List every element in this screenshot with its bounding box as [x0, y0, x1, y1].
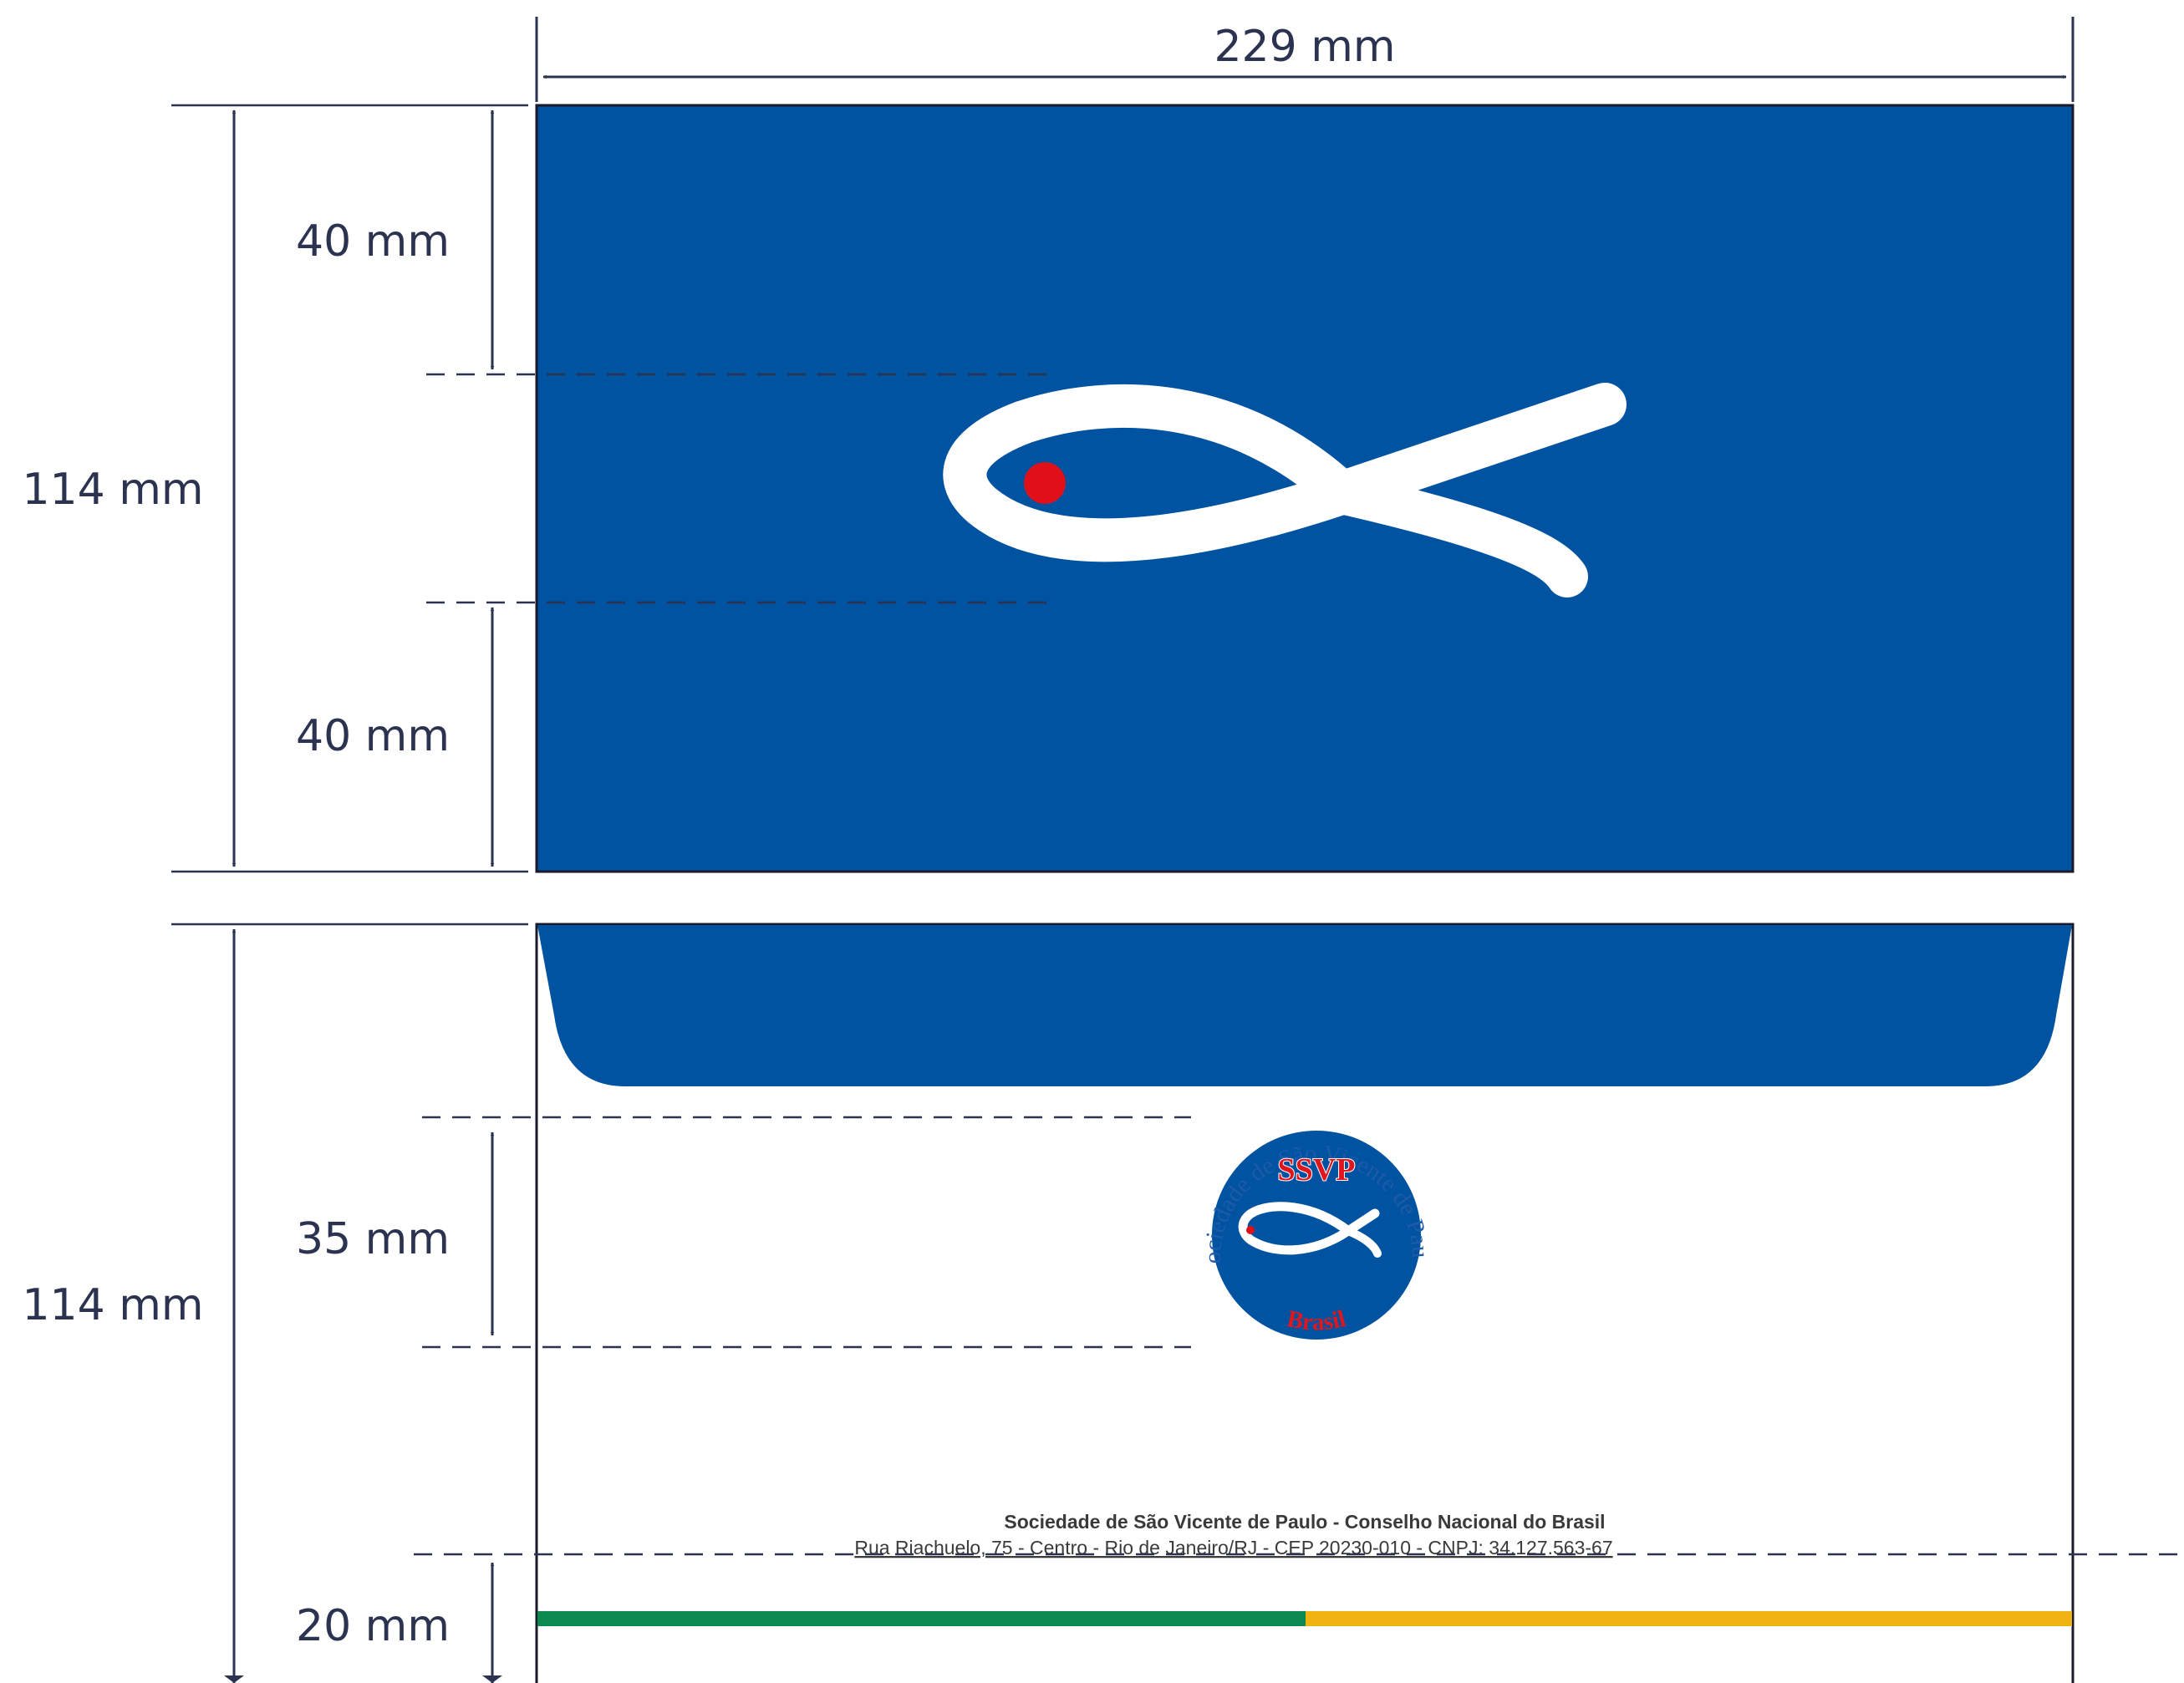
- front-guides: [171, 104, 1053, 873]
- back-logo-height-dimension: 35 mm: [296, 1131, 495, 1336]
- footer-title: Sociedade de São Vicente de Paulo - Cons…: [1004, 1511, 1605, 1533]
- envelope-flap: [537, 925, 2072, 1086]
- front-bottom-margin-label: 40 mm: [296, 711, 450, 761]
- seal-abbreviation: SSVP: [1278, 1152, 1356, 1187]
- front-top-margin-dimension: 40 mm: [296, 109, 495, 370]
- width-dimension: 229 mm: [535, 17, 2075, 102]
- seal-ichthys-fish-icon: [1238, 1202, 1382, 1258]
- back-logo-height-label: 35 mm: [296, 1214, 450, 1264]
- front-bottom-margin-dimension: 40 mm: [296, 607, 495, 867]
- ichthys-fish-icon: [943, 383, 1627, 597]
- envelope-front: [535, 104, 2075, 873]
- front-height-dimension: 114 mm: [22, 109, 237, 867]
- back-bottom-margin-label: 20 mm: [296, 1601, 450, 1651]
- stripe-yellow: [1306, 1611, 2072, 1626]
- fish-eye-dot: [1024, 462, 1066, 504]
- seal-disc: [1212, 1131, 1421, 1340]
- front-top-margin-label: 40 mm: [296, 216, 450, 267]
- back-bottom-margin-dimension: 20 mm: [296, 1562, 502, 1683]
- seal-country: Brasil: [1285, 1305, 1348, 1335]
- width-label: 229 mm: [1214, 22, 1395, 72]
- front-height-label: 114 mm: [22, 465, 203, 515]
- stripe-green: [537, 1611, 1306, 1626]
- back-height-label: 114 mm: [22, 1280, 203, 1330]
- back-guides: [171, 923, 2184, 1556]
- back-height-dimension: 114 mm: [22, 928, 244, 1683]
